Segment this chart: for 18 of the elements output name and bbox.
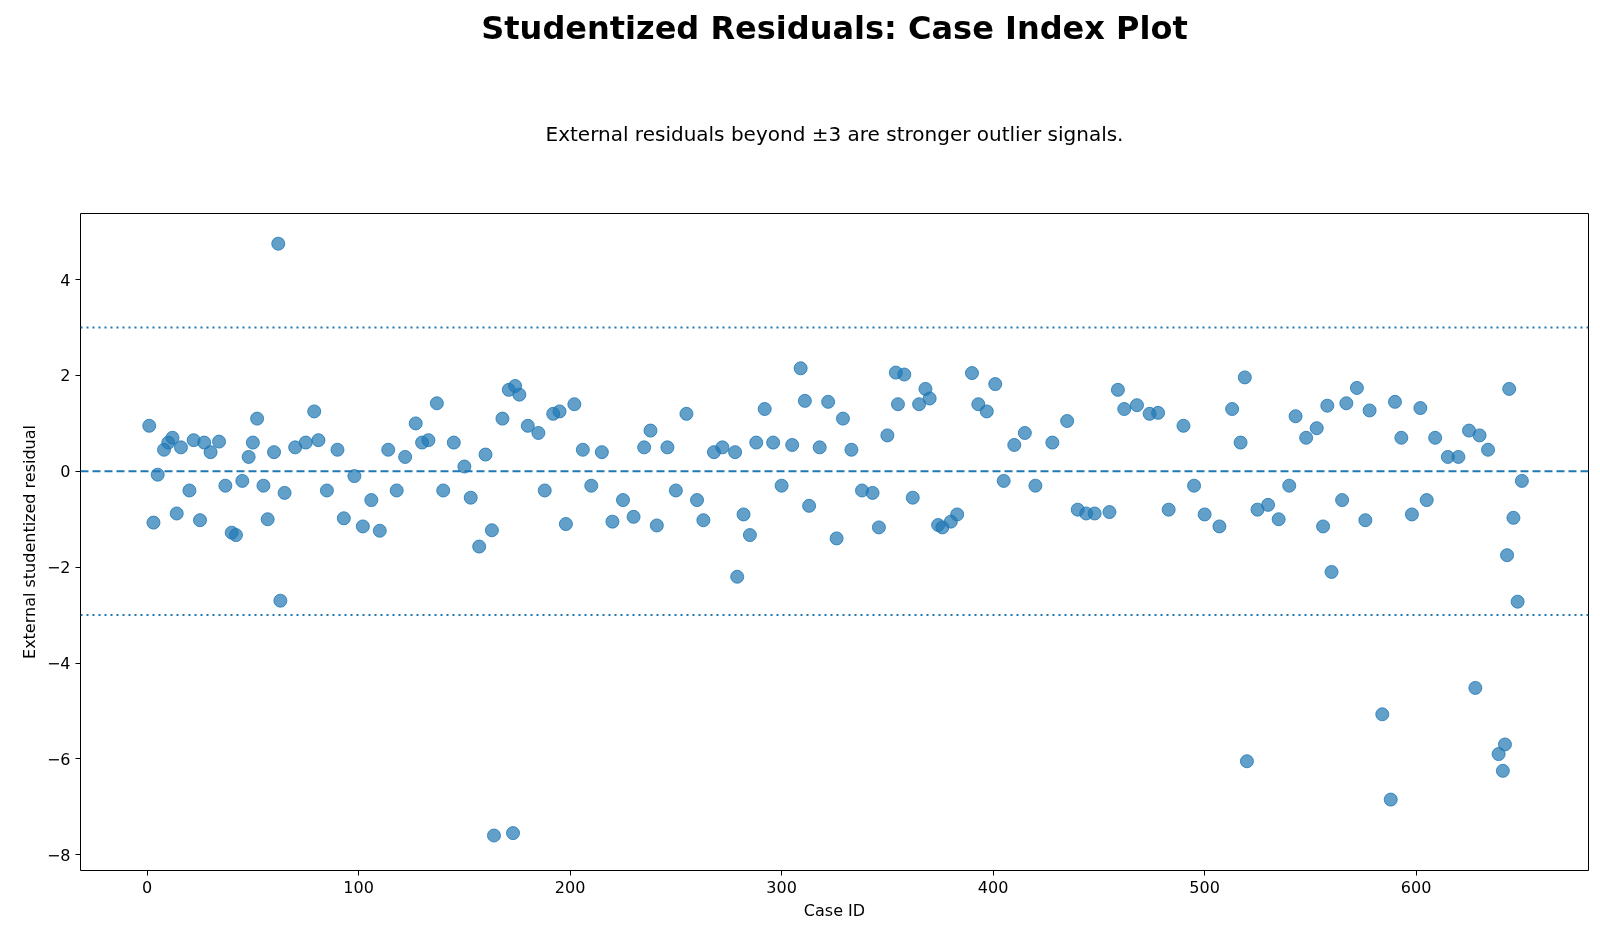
x-tick-label: 300 [766, 877, 797, 897]
x-tick-label: 500 [1189, 877, 1220, 897]
y-axis-title: External studentized residual [19, 425, 39, 659]
x-tick-label: 600 [1400, 877, 1432, 897]
y-tick-label: 4 [60, 270, 71, 290]
y-tick-label: 2 [60, 366, 71, 386]
x-tick-label: 200 [554, 877, 586, 897]
x-axis-title: Case ID [803, 900, 866, 920]
chart-subtitle: External residuals beyond ±3 are stronger outlier signals. [545, 122, 1124, 146]
y-tick-label: −8 [46, 845, 71, 865]
y-tick-label: −2 [46, 558, 71, 578]
y-tick-label: −4 [46, 654, 71, 673]
x-tick-label: 0 [142, 877, 153, 897]
chart-title: Studentized Residuals: Case Index Plot [481, 8, 1188, 47]
x-tick-label: 100 [343, 877, 374, 897]
x-tick-label: 400 [977, 877, 1009, 897]
y-tick-label: −6 [46, 749, 71, 769]
y-tick-label: 0 [60, 462, 71, 482]
